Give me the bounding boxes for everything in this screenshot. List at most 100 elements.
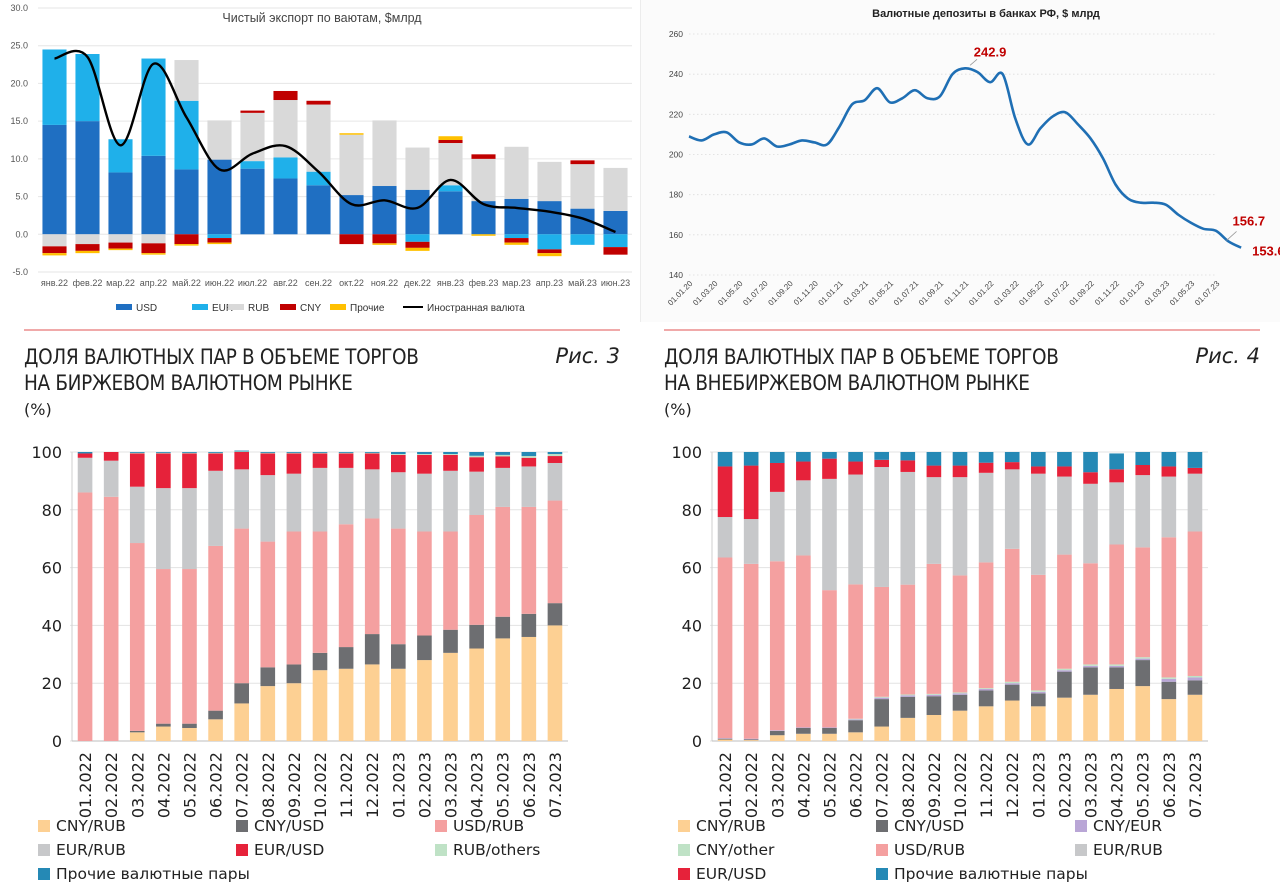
x-tick-label: 05.2023 <box>1134 752 1153 818</box>
bar-segment <box>338 668 354 741</box>
bar-segment <box>372 120 397 187</box>
bar-segment <box>900 471 916 585</box>
bar-segment <box>504 242 529 245</box>
bar-segment <box>372 186 397 235</box>
bar-segment <box>848 461 863 475</box>
y-tick-label: 180 <box>669 190 683 200</box>
bar-segment <box>1135 686 1151 741</box>
bar-segment <box>743 739 759 741</box>
y-tick-label: 0 <box>52 732 62 751</box>
bar-segment <box>848 584 863 719</box>
bar-segment <box>234 683 249 704</box>
bar-segment <box>926 477 942 564</box>
bar-segment <box>156 726 171 741</box>
bar-segment <box>926 465 942 478</box>
bar-segment <box>42 124 67 235</box>
y-tick-label: 0.0 <box>15 229 28 239</box>
bar-segment <box>537 249 562 254</box>
bar-segment <box>338 453 354 468</box>
bar-segment <box>234 528 249 684</box>
bar-segment <box>1083 483 1098 564</box>
legend-swatch <box>876 868 888 880</box>
bar-segment <box>603 167 628 211</box>
x-tick-label: янв.23 <box>437 278 464 288</box>
bar-segment <box>339 134 364 196</box>
bar-segment <box>743 738 759 740</box>
bar-segment <box>1083 667 1098 695</box>
y-tick-label: 160 <box>669 230 683 240</box>
bar-segment <box>108 242 133 249</box>
bar-segment <box>1004 681 1020 684</box>
legend-label: Иностранная валюта <box>427 303 525 314</box>
bar-segment <box>1187 680 1203 695</box>
bar-segment <box>1109 664 1124 666</box>
legend-swatch <box>1075 820 1087 832</box>
x-tick-label: 11.2022 <box>977 752 996 818</box>
bar-segment <box>312 670 328 741</box>
bar-segment <box>796 452 811 462</box>
unit-label: (%) <box>664 400 692 419</box>
bar-segment <box>234 703 249 741</box>
x-tick-label: 01.11.21 <box>942 279 970 307</box>
bar-segment <box>978 706 994 741</box>
bar-segment <box>103 452 119 461</box>
bar-segment <box>1135 547 1151 658</box>
bar-segment <box>234 451 249 452</box>
bar-segment <box>273 178 298 235</box>
bar-segment <box>339 133 364 135</box>
legend-swatch <box>678 820 690 832</box>
x-tick-label: 01.01.21 <box>817 279 846 308</box>
bar-segment <box>978 562 994 689</box>
bar-segment <box>286 452 302 453</box>
bar-segment <box>443 454 458 455</box>
bar-segment <box>1135 658 1151 661</box>
bar-segment <box>521 613 537 637</box>
bar-segment <box>182 452 197 453</box>
bar-segment <box>208 710 223 720</box>
x-tick-label: 02.2022 <box>102 752 121 818</box>
bar-segment <box>1161 678 1177 682</box>
bar-segment <box>103 460 119 497</box>
bar-segment <box>174 60 199 101</box>
x-tick-label: июн.22 <box>205 278 234 288</box>
bar-segment <box>273 90 298 101</box>
figure-title-line-1: ДОЛЯ ВАЛЮТНЫХ ПАР В ОБЪЕМЕ ТОРГОВ <box>664 345 1059 369</box>
bar-segment <box>1135 452 1151 466</box>
annotation-label: 153.6 <box>1252 244 1280 259</box>
figure-number: Рис. 4 <box>1195 344 1260 368</box>
x-tick-label: 09.2022 <box>925 752 944 818</box>
bar-segment <box>417 454 432 474</box>
x-tick-label: 01.07.23 <box>1193 279 1222 308</box>
bar-segment <box>208 470 223 546</box>
bar-segment <box>743 563 759 739</box>
bar-segment <box>75 54 100 122</box>
bar-segment <box>273 157 298 179</box>
bar-segment <box>1004 462 1020 470</box>
net-exports-panel: -5.0 0.0 5.0 10.0 15.0 20.0 25.0 30.0 янв.22 фев.… <box>0 0 640 322</box>
legend-swatch <box>192 304 208 310</box>
bar-segment <box>156 488 171 570</box>
bar-segment <box>129 453 145 487</box>
y-tick-label: 60 <box>682 559 702 578</box>
y-tick-label: 20 <box>682 674 702 693</box>
x-tick-label: 03.2022 <box>768 752 787 818</box>
bar-segment <box>1004 452 1020 463</box>
y-tick-label: 15.0 <box>10 116 28 126</box>
bar-segment <box>1161 476 1177 538</box>
legend-label: USD <box>136 303 157 314</box>
bar-segment <box>469 455 484 458</box>
bar-segment <box>306 104 331 172</box>
y-tick-label: 20 <box>42 674 62 693</box>
bar-segment <box>75 244 100 251</box>
bar-segment <box>1135 465 1151 476</box>
bar-segment <box>952 465 968 478</box>
y-tick-label: -5.0 <box>12 267 28 277</box>
bar-segment <box>1187 694 1203 741</box>
bar-segment <box>1161 452 1177 467</box>
annotation-leader <box>1226 231 1237 241</box>
bar-segment <box>141 253 166 255</box>
bar-segment <box>978 472 994 563</box>
x-tick-label: июл.22 <box>238 278 267 288</box>
bar-segment <box>42 49 67 125</box>
bar-segment <box>182 453 197 489</box>
